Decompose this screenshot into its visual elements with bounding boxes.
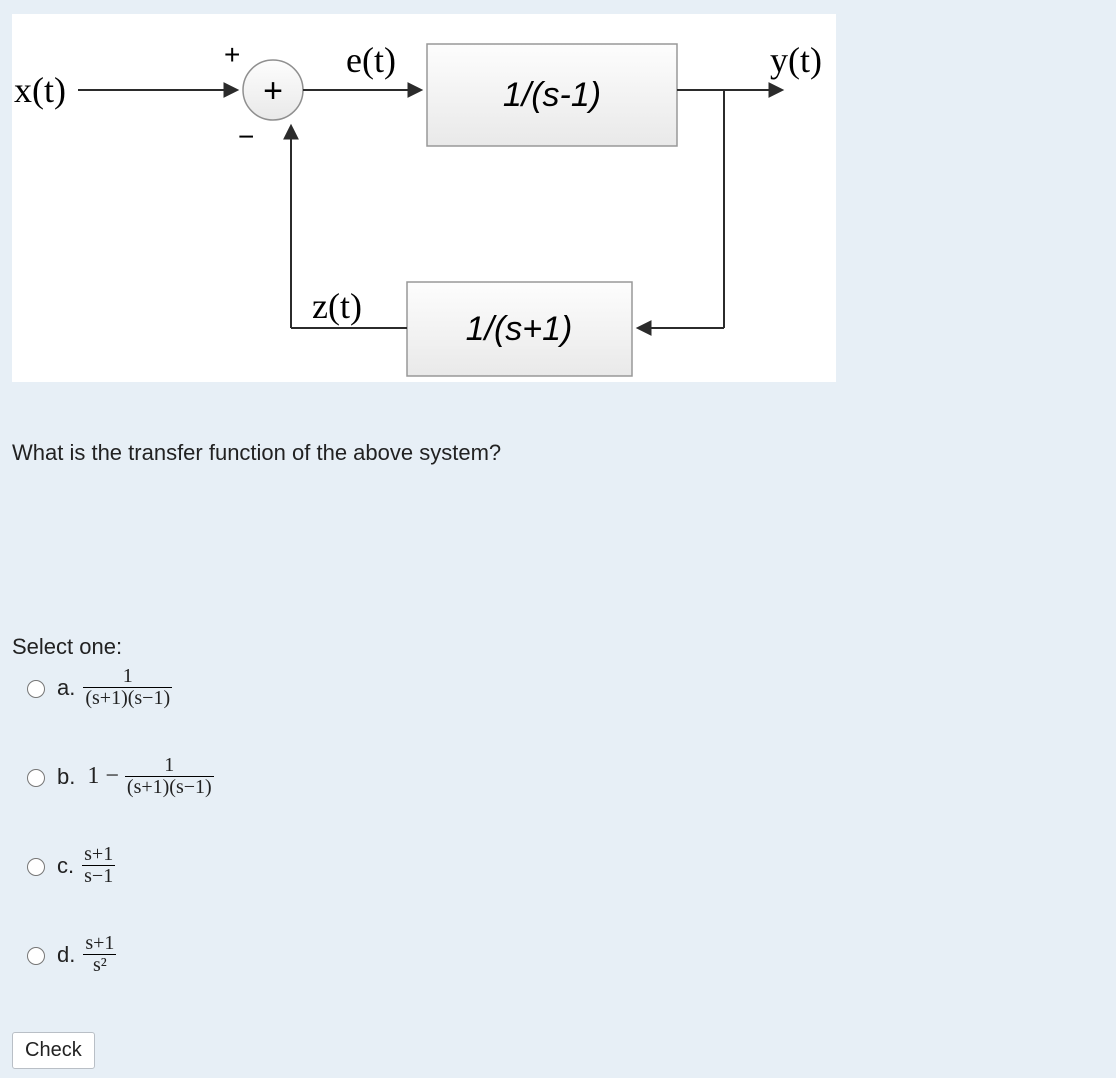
option-b[interactable]: b. 1 − 1 (s+1)(s−1) xyxy=(22,755,1104,798)
feedback-block-label: 1/(s+1) xyxy=(466,310,573,348)
option-c[interactable]: c. s+1 s−1 xyxy=(22,844,1104,887)
signal-z-label: z(t) xyxy=(312,286,362,326)
option-b-letter: b. xyxy=(57,764,75,790)
option-a-den: (s+1)(s−1) xyxy=(83,688,172,709)
option-b-den: (s+1)(s−1) xyxy=(125,777,214,798)
check-button[interactable]: Check xyxy=(12,1032,95,1069)
option-b-radio[interactable] xyxy=(27,769,45,787)
signal-y-label: y(t) xyxy=(770,40,822,80)
select-one-label: Select one: xyxy=(12,634,1104,660)
option-b-fraction: 1 (s+1)(s−1) xyxy=(125,755,214,798)
option-c-letter: c. xyxy=(57,853,74,879)
option-a[interactable]: a. 1 (s+1)(s−1) xyxy=(22,666,1104,709)
question-text: What is the transfer function of the abo… xyxy=(12,440,1104,466)
option-c-den: s−1 xyxy=(82,866,115,887)
block-diagram: x(t) + + − e(t) 1/(s-1) y(t) xyxy=(12,14,836,382)
option-d-letter: d. xyxy=(57,942,75,968)
option-c-num: s+1 xyxy=(82,844,115,866)
option-a-letter: a. xyxy=(57,675,75,701)
option-b-prefix: 1 − xyxy=(87,763,119,790)
option-d[interactable]: d. s+1 s² xyxy=(22,933,1104,976)
option-d-den: s² xyxy=(83,955,116,976)
option-b-num: 1 xyxy=(125,755,214,777)
option-c-fraction: s+1 s−1 xyxy=(82,844,115,887)
forward-block-label: 1/(s-1) xyxy=(503,76,601,114)
sum-top-sign: + xyxy=(224,39,240,70)
signal-e-label: e(t) xyxy=(346,40,396,80)
summing-plus-label: + xyxy=(263,72,283,110)
option-c-radio[interactable] xyxy=(27,858,45,876)
option-a-fraction: 1 (s+1)(s−1) xyxy=(83,666,172,709)
option-a-num: 1 xyxy=(83,666,172,688)
option-a-radio[interactable] xyxy=(27,680,45,698)
option-d-fraction: s+1 s² xyxy=(83,933,116,976)
sum-bottom-sign: − xyxy=(238,121,254,152)
option-d-radio[interactable] xyxy=(27,947,45,965)
signal-x-label: x(t) xyxy=(14,70,66,110)
option-d-num: s+1 xyxy=(83,933,116,955)
options-area: Select one: a. 1 (s+1)(s−1) b. 1 − 1 (s+… xyxy=(12,634,1104,1069)
